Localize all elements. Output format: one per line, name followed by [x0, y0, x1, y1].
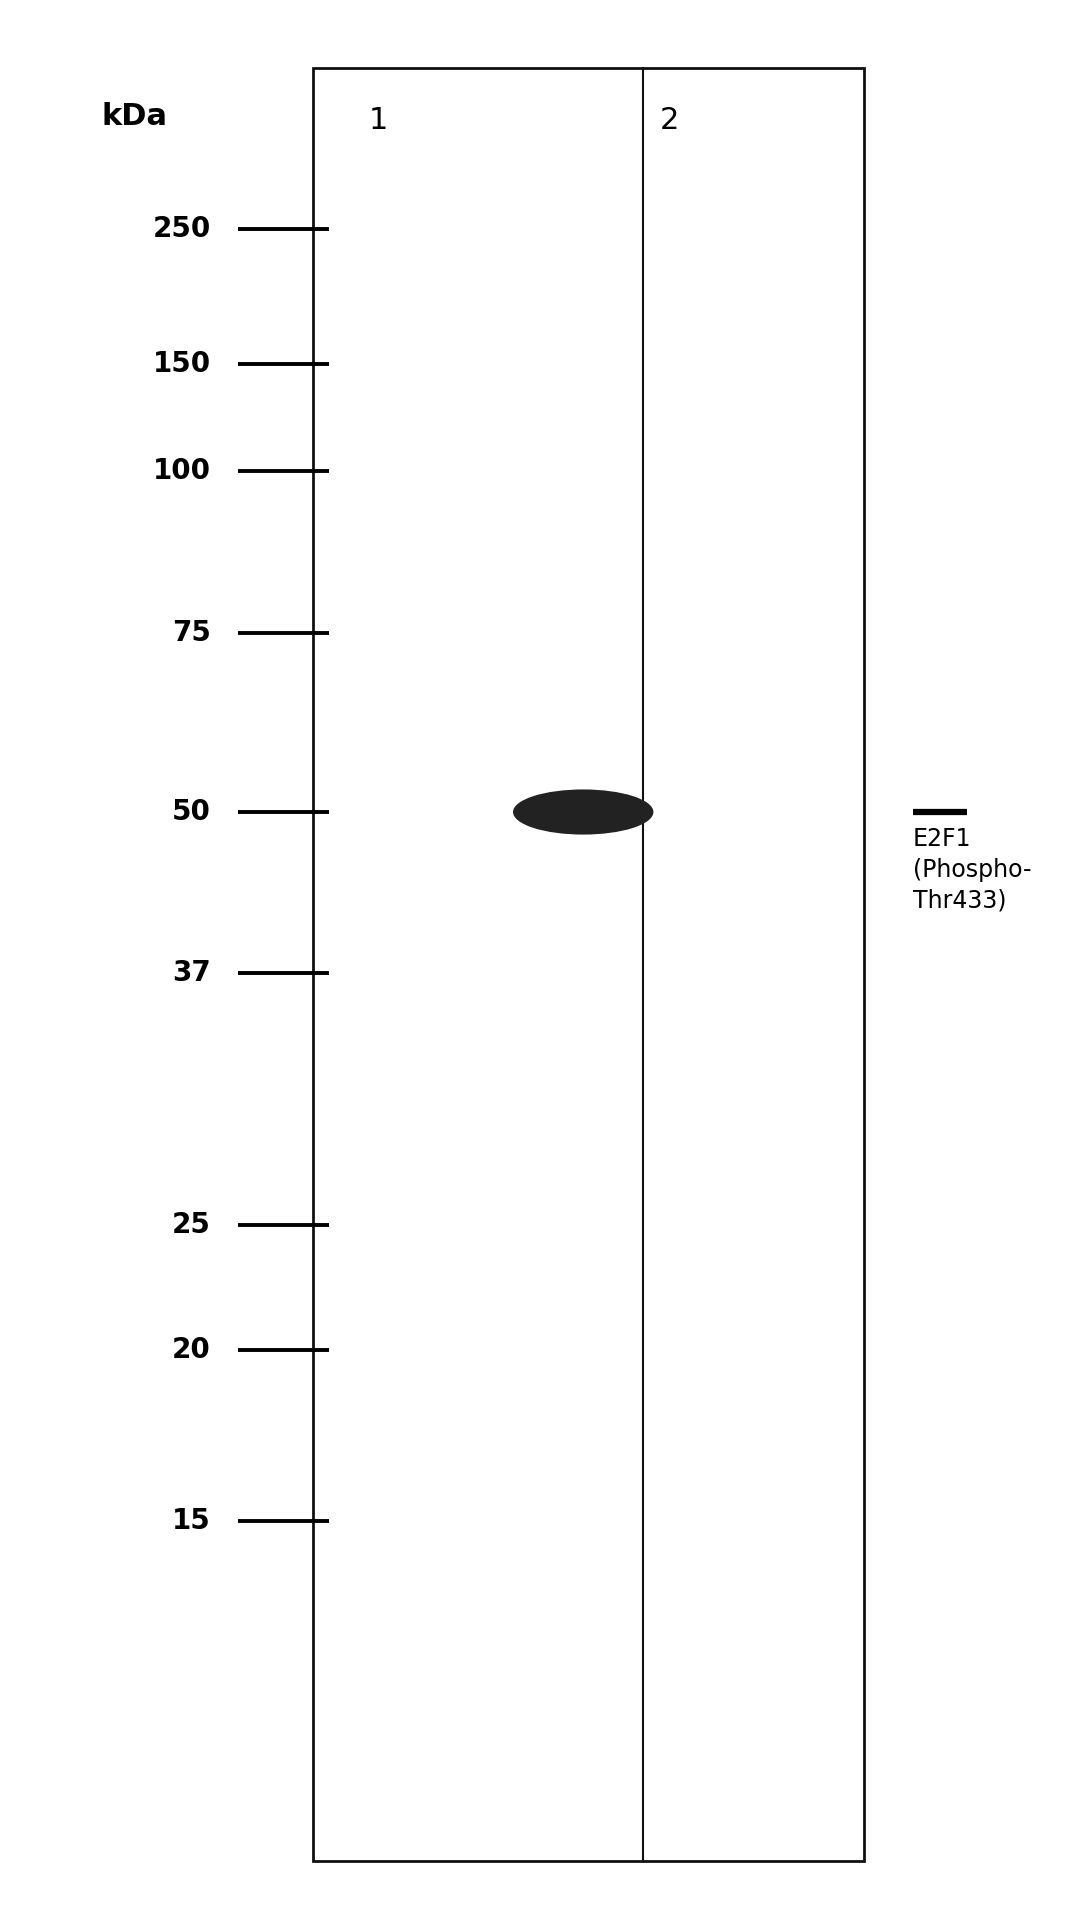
Text: 20: 20 — [172, 1337, 211, 1364]
Text: 100: 100 — [152, 457, 211, 486]
Text: 25: 25 — [172, 1211, 211, 1238]
Text: 150: 150 — [152, 349, 211, 378]
Text: 15: 15 — [172, 1507, 211, 1535]
Ellipse shape — [513, 789, 653, 835]
FancyBboxPatch shape — [313, 68, 864, 1861]
Text: E2F1
(Phospho-
Thr433): E2F1 (Phospho- Thr433) — [913, 828, 1031, 912]
Text: 75: 75 — [172, 619, 211, 646]
Text: kDa: kDa — [102, 102, 168, 131]
Text: 2: 2 — [660, 106, 679, 135]
Text: 37: 37 — [172, 959, 211, 988]
Text: 50: 50 — [172, 799, 211, 826]
Text: 1: 1 — [368, 106, 388, 135]
Text: 250: 250 — [152, 214, 211, 243]
